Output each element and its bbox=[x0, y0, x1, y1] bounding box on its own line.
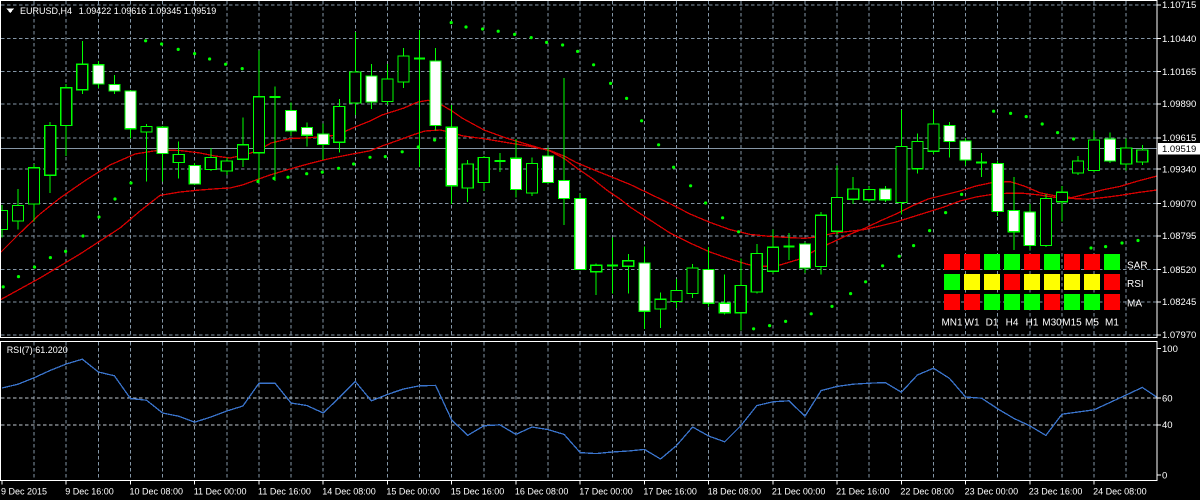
svg-text:1.09616: 1.09616 bbox=[114, 6, 147, 16]
svg-text:10 Dec 08:00: 10 Dec 08:00 bbox=[130, 487, 184, 497]
svg-text:RSI(7) 61.2020: RSI(7) 61.2020 bbox=[7, 345, 68, 355]
svg-text:15 Dec 00:00: 15 Dec 00:00 bbox=[386, 487, 440, 497]
svg-text:15 Dec 16:00: 15 Dec 16:00 bbox=[451, 487, 505, 497]
svg-text:1.08520: 1.08520 bbox=[1162, 265, 1196, 276]
svg-text:1.08795: 1.08795 bbox=[1162, 231, 1196, 242]
svg-text:21 Dec 16:00: 21 Dec 16:00 bbox=[836, 487, 890, 497]
svg-text:H1: H1 bbox=[1026, 317, 1039, 328]
svg-text:1.09615: 1.09615 bbox=[1162, 133, 1196, 144]
svg-text:SAR: SAR bbox=[1127, 261, 1148, 272]
svg-text:M5: M5 bbox=[1085, 317, 1099, 328]
svg-text:0: 0 bbox=[1162, 470, 1167, 481]
svg-text:1.09422: 1.09422 bbox=[79, 6, 112, 16]
svg-text:60: 60 bbox=[1162, 394, 1173, 405]
svg-text:RSI: RSI bbox=[1127, 279, 1144, 290]
svg-text:100: 100 bbox=[1162, 344, 1178, 355]
svg-text:EURUSD,H4: EURUSD,H4 bbox=[20, 6, 72, 16]
svg-text:18 Dec 08:00: 18 Dec 08:00 bbox=[708, 487, 762, 497]
svg-text:23 Dec 00:00: 23 Dec 00:00 bbox=[965, 487, 1019, 497]
svg-text:M1: M1 bbox=[1105, 317, 1119, 328]
svg-text:1.09070: 1.09070 bbox=[1162, 199, 1196, 210]
svg-text:1.09345: 1.09345 bbox=[149, 6, 182, 16]
svg-text:14 Dec 08:00: 14 Dec 08:00 bbox=[322, 487, 376, 497]
svg-text:D1: D1 bbox=[986, 317, 999, 328]
svg-text:9 Dec 16:00: 9 Dec 16:00 bbox=[65, 487, 114, 497]
svg-text:11 Dec 00:00: 11 Dec 00:00 bbox=[194, 487, 247, 497]
svg-text:11 Dec 16:00: 11 Dec 16:00 bbox=[258, 487, 311, 497]
svg-text:1.10440: 1.10440 bbox=[1162, 34, 1196, 45]
svg-text:9 Dec 2015: 9 Dec 2015 bbox=[1, 487, 47, 497]
svg-text:M30: M30 bbox=[1042, 317, 1062, 328]
svg-text:1.08245: 1.08245 bbox=[1162, 297, 1196, 308]
svg-text:M15: M15 bbox=[1062, 317, 1082, 328]
svg-text:MA: MA bbox=[1127, 299, 1142, 310]
svg-text:16 Dec 08:00: 16 Dec 08:00 bbox=[515, 487, 569, 497]
svg-text:22 Dec 08:00: 22 Dec 08:00 bbox=[900, 487, 954, 497]
svg-text:1.07970: 1.07970 bbox=[1162, 330, 1196, 341]
svg-text:21 Dec 00:00: 21 Dec 00:00 bbox=[772, 487, 826, 497]
svg-text:1.09519: 1.09519 bbox=[1162, 144, 1196, 155]
svg-text:24 Dec 08:00: 24 Dec 08:00 bbox=[1093, 487, 1147, 497]
svg-text:1.10715: 1.10715 bbox=[1162, 0, 1196, 11]
svg-text:1.09519: 1.09519 bbox=[184, 6, 217, 16]
svg-text:MN1: MN1 bbox=[941, 317, 963, 328]
svg-text:1.09890: 1.09890 bbox=[1162, 99, 1196, 110]
svg-text:1.10165: 1.10165 bbox=[1162, 67, 1196, 78]
svg-text:40: 40 bbox=[1162, 420, 1173, 431]
svg-text:1.09340: 1.09340 bbox=[1162, 165, 1196, 176]
svg-text:17 Dec 16:00: 17 Dec 16:00 bbox=[643, 487, 697, 497]
svg-text:23 Dec 16:00: 23 Dec 16:00 bbox=[1029, 487, 1083, 497]
svg-text:H4: H4 bbox=[1006, 317, 1019, 328]
svg-text:W1: W1 bbox=[965, 317, 980, 328]
svg-text:17 Dec 00:00: 17 Dec 00:00 bbox=[579, 487, 633, 497]
